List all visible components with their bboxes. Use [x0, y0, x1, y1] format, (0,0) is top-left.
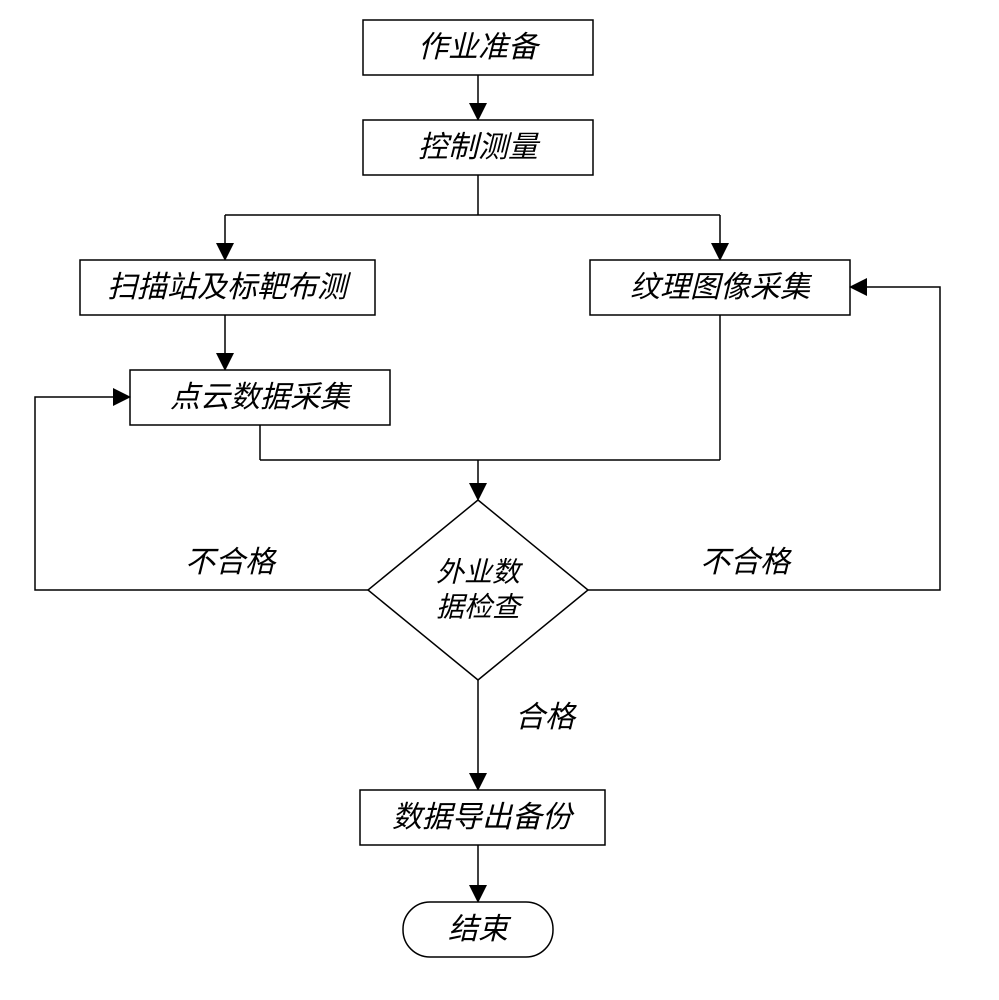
- node-preparation: 作业准备: [363, 20, 593, 75]
- node-texture-capture: 纹理图像采集: [590, 260, 850, 315]
- node-export-backup-label: 数据导出备份: [392, 801, 575, 834]
- node-pointcloud: 点云数据采集: [130, 370, 390, 425]
- node-end-label: 结束: [448, 913, 512, 946]
- label-pass: 合格: [515, 701, 578, 734]
- node-pointcloud-label: 点云数据采集: [170, 381, 353, 414]
- node-scan-station: 扫描站及标靶布测: [80, 260, 375, 315]
- node-data-check-label2: 据检查: [436, 592, 524, 623]
- edge-fail-right: [588, 287, 940, 590]
- node-scan-station-label: 扫描站及标靶布测: [107, 271, 352, 304]
- node-end: 结束: [403, 902, 553, 957]
- flowchart-canvas: 作业准备 控制测量 扫描站及标靶布测 纹理图像采集 点云数据采集 外业数 据检查…: [0, 0, 999, 1000]
- label-fail-right: 不合格: [700, 546, 793, 579]
- node-preparation-label: 作业准备: [418, 31, 541, 64]
- node-texture-capture-label: 纹理图像采集: [630, 271, 813, 304]
- node-control-measure: 控制测量: [363, 120, 593, 175]
- label-fail-left: 不合格: [185, 546, 278, 579]
- node-data-check: 外业数 据检查: [368, 500, 588, 680]
- node-data-check-label1: 外业数: [436, 557, 524, 588]
- node-control-measure-label: 控制测量: [418, 131, 541, 164]
- node-export-backup: 数据导出备份: [360, 790, 605, 845]
